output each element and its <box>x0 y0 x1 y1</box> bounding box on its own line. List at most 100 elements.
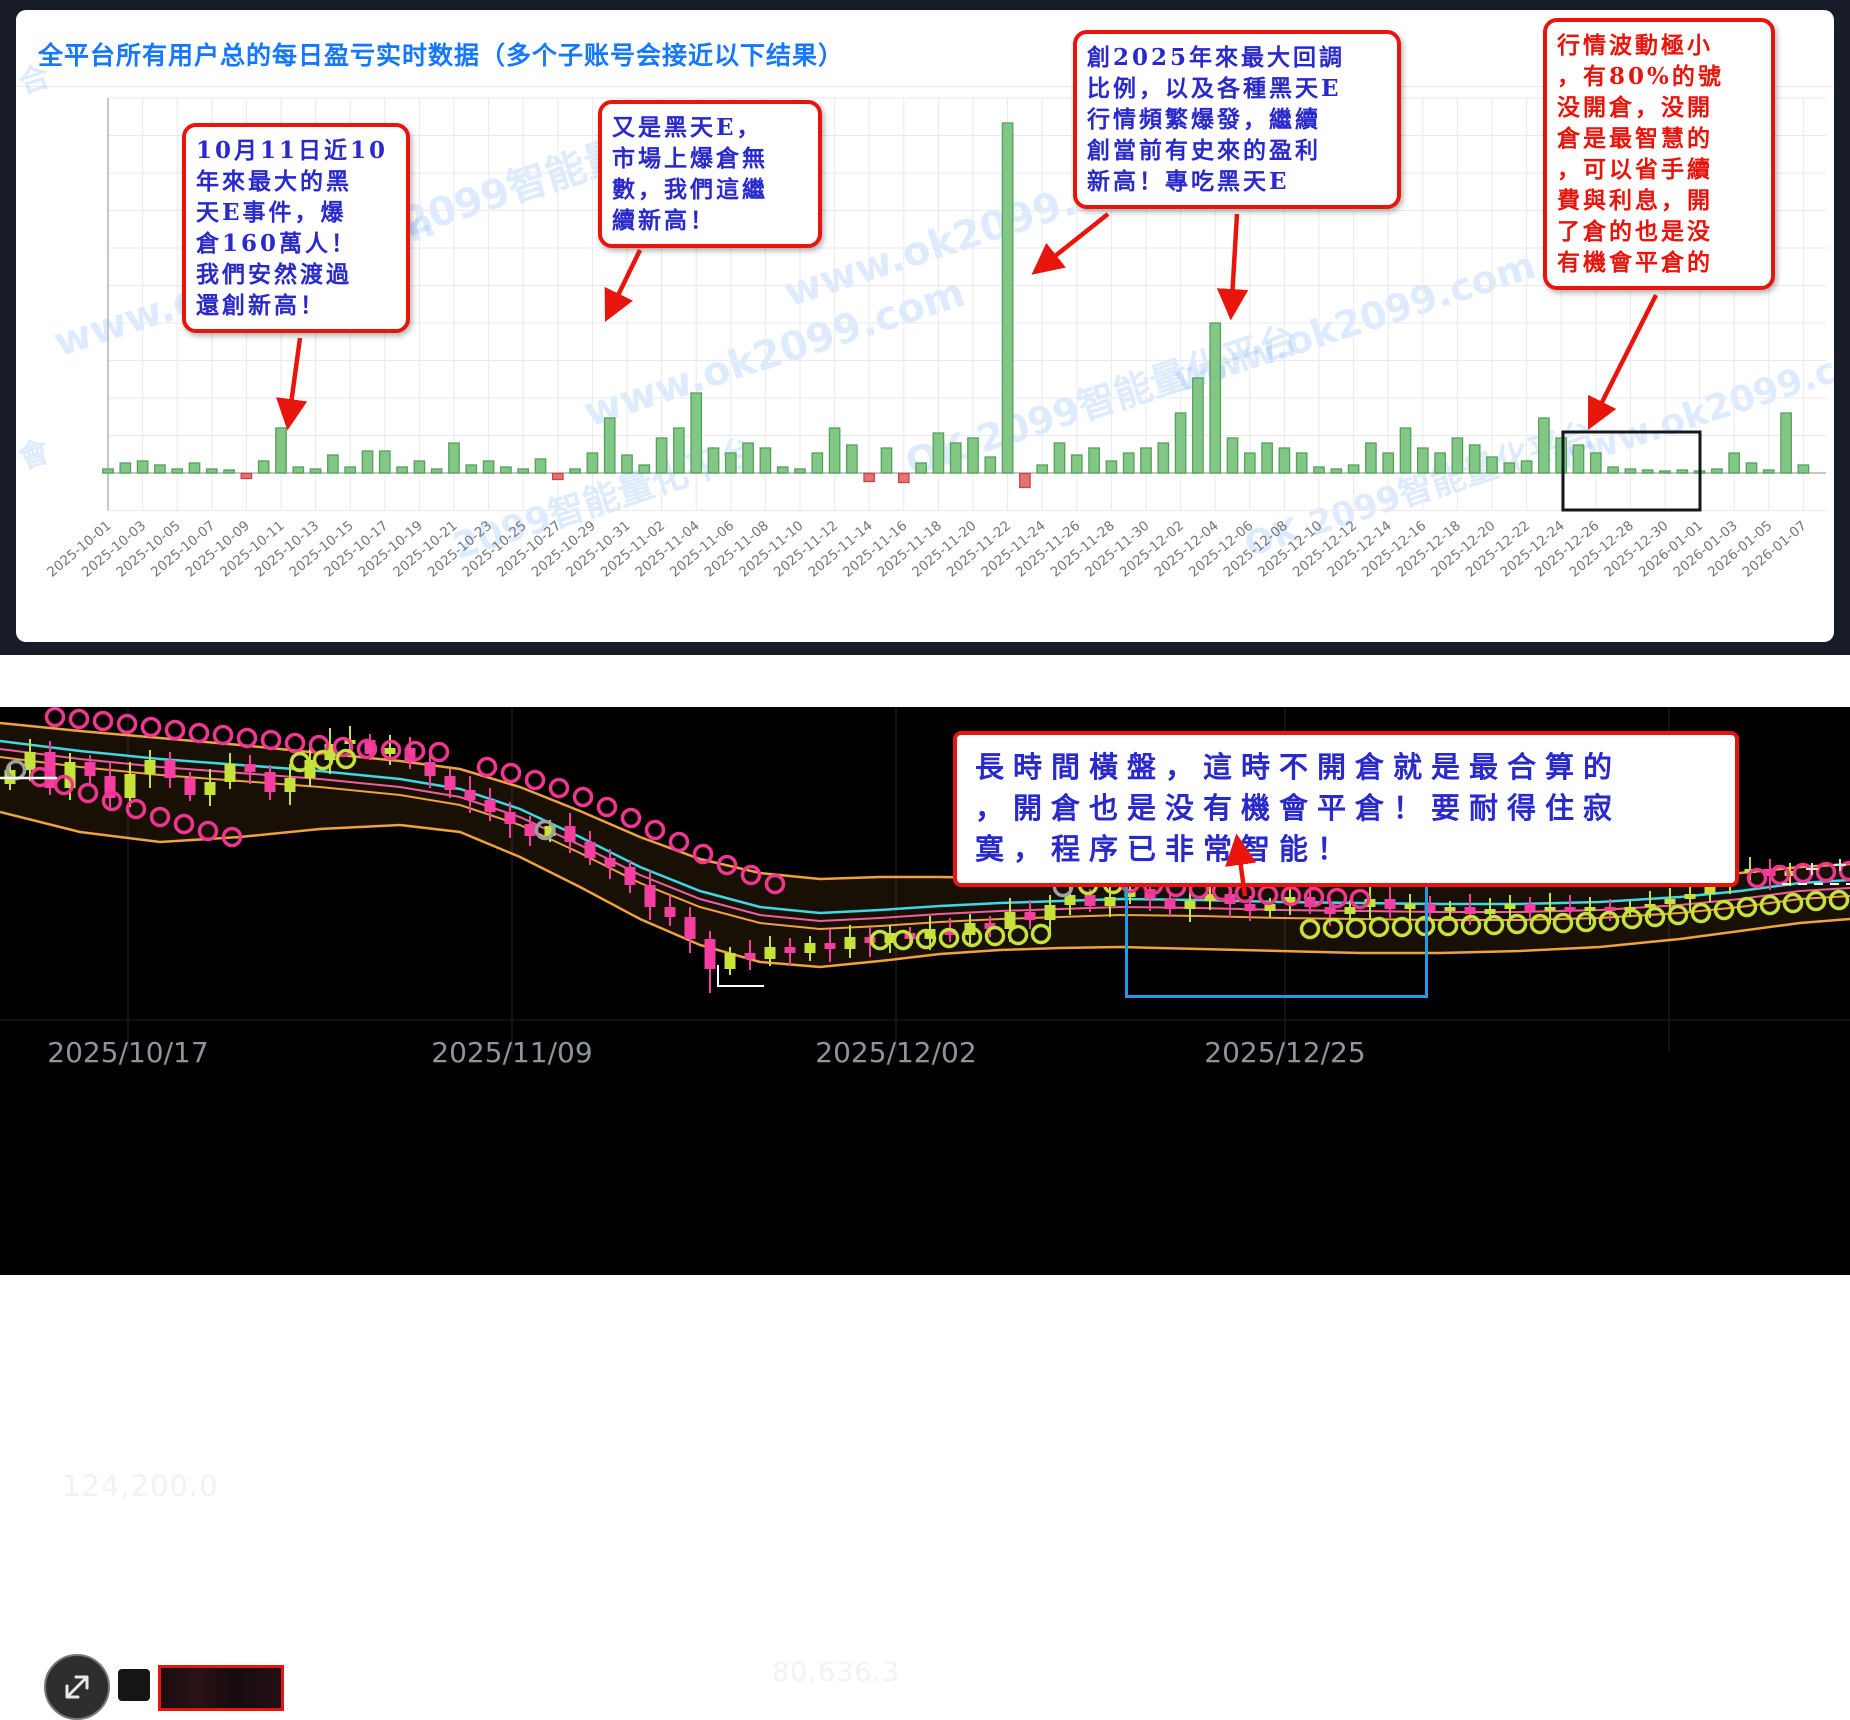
pink-dot <box>191 725 208 742</box>
bar <box>276 428 286 473</box>
bar <box>310 469 320 473</box>
bar <box>639 465 649 473</box>
bar <box>1608 467 1618 473</box>
bar <box>1002 123 1012 473</box>
bar <box>1279 448 1289 473</box>
pink-dot <box>671 834 688 851</box>
bar <box>864 474 874 482</box>
bar <box>708 448 718 473</box>
bar <box>570 469 580 473</box>
bar <box>1020 474 1030 488</box>
annotation-box-calm-market: 行情波動極小 ，有80%的號 没開倉，没開 倉是最智慧的 ，可以省手續 費與利息… <box>1543 18 1775 290</box>
bar <box>847 445 857 473</box>
fullscreen-button[interactable] <box>44 1654 110 1720</box>
pink-dot <box>167 722 184 739</box>
bar <box>328 455 338 473</box>
pink-dot <box>239 730 256 747</box>
bar <box>1556 438 1566 473</box>
bar <box>899 474 909 483</box>
bar <box>1539 418 1549 473</box>
bar <box>760 448 770 473</box>
bar <box>1037 465 1047 473</box>
panel-gap <box>0 655 1850 707</box>
bar <box>345 467 355 473</box>
bar <box>397 467 407 473</box>
pink-dot <box>551 780 568 797</box>
annotation-box-oct11: 10月11日近10 年來最大的黑 天E事件，爆 倉160萬人！ 我們安然渡過 還… <box>182 123 410 333</box>
date-label: 2025/12/25 <box>1204 1036 1365 1069</box>
bar <box>1764 470 1774 473</box>
pink-dot <box>119 716 136 733</box>
date-label: 2025/10/17 <box>47 1036 208 1069</box>
bar <box>1348 465 1358 473</box>
bar <box>622 455 632 473</box>
bar <box>933 433 943 473</box>
bar <box>553 474 563 480</box>
bar <box>1175 413 1185 473</box>
bar <box>466 465 476 473</box>
bar <box>1660 471 1670 473</box>
bar <box>501 467 511 473</box>
bar <box>1504 463 1514 473</box>
bar <box>1746 463 1756 473</box>
bar <box>587 453 597 473</box>
bar <box>1227 438 1237 473</box>
bar <box>1643 470 1653 473</box>
pink-dot <box>263 732 280 749</box>
bar <box>1781 413 1791 473</box>
bar <box>605 418 615 473</box>
bar <box>293 467 303 473</box>
bar <box>103 469 113 473</box>
bar <box>1798 465 1808 473</box>
pink-dot <box>143 719 160 736</box>
pink-dot <box>503 765 520 782</box>
date-label: 2025/11/09 <box>431 1036 592 1069</box>
bar <box>795 469 805 473</box>
bar <box>656 438 666 473</box>
bar <box>1124 453 1134 473</box>
bar <box>1089 448 1099 473</box>
redacted-text <box>161 1668 281 1708</box>
panel-title: 全平台所有用户总的每日盈亏实时数据（多个子账号会接近以下结果） <box>38 36 844 72</box>
high-price-label: 124,200.0 <box>62 1469 219 1503</box>
bar <box>691 393 701 473</box>
bar <box>1712 469 1722 473</box>
pink-dot <box>599 799 616 816</box>
bar <box>1729 453 1739 473</box>
expand-icon <box>46 1656 108 1718</box>
bar <box>1331 469 1341 473</box>
redacted-text-box <box>158 1665 284 1711</box>
bar <box>1314 467 1324 473</box>
bar <box>1054 443 1064 473</box>
pink-dot <box>95 713 112 730</box>
bar <box>414 461 424 473</box>
bar <box>1210 323 1220 473</box>
pink-dot <box>575 789 592 806</box>
bar <box>362 451 372 473</box>
bar <box>1591 453 1601 473</box>
bar <box>207 469 217 473</box>
annotation-box-blackswan-again: 又是黑天E， 市場上爆倉無 數，我們這繼 續新高！ <box>598 100 822 248</box>
bar <box>1158 443 1168 473</box>
bar <box>1106 461 1116 473</box>
pink-dot <box>623 810 640 827</box>
bar <box>985 457 995 473</box>
bar <box>535 459 545 473</box>
bar <box>1677 470 1687 473</box>
bar <box>778 467 788 473</box>
pink-dot <box>479 759 496 776</box>
pink-dot <box>47 709 64 726</box>
pink-dot <box>287 735 304 752</box>
bar <box>812 453 822 473</box>
bar <box>1072 455 1082 473</box>
bar <box>483 461 493 473</box>
bar <box>1297 453 1307 473</box>
bar <box>674 428 684 473</box>
annotation-box-max-drawdown: 創2025年來最大回調 比例，以及各種黑天E 行情頻繁爆發，繼續 創當前有史來的… <box>1073 30 1401 209</box>
bar <box>1452 438 1462 473</box>
bar <box>1400 428 1410 473</box>
bar <box>1625 469 1635 473</box>
bar <box>380 451 390 473</box>
bar <box>1487 457 1497 473</box>
bar <box>1262 443 1272 473</box>
